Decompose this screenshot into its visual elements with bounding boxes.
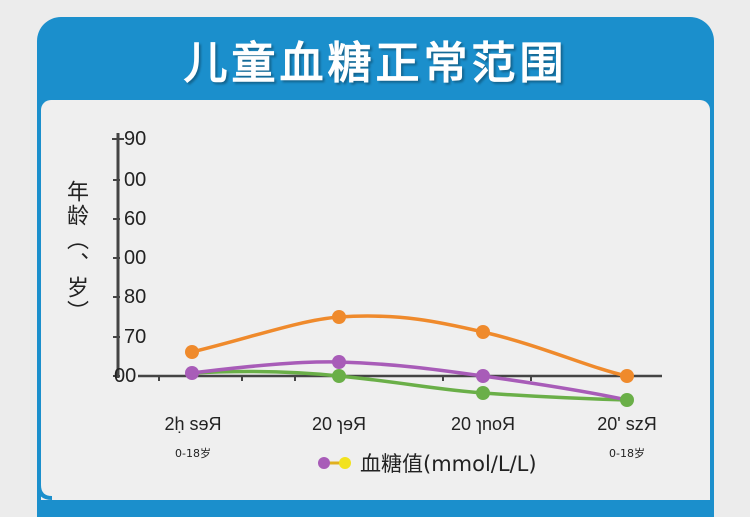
page-title: 儿童血糖正常范围 xyxy=(183,37,568,89)
x-tick-label: 20 ɿɘЯ xyxy=(311,414,367,434)
y-tick-label: 90 xyxy=(124,128,147,150)
series-green-points xyxy=(332,369,634,407)
y-tick-label: 70 xyxy=(124,326,147,348)
series-orange-points xyxy=(185,310,634,383)
series-purple-points xyxy=(185,355,490,383)
x-axis-ticks xyxy=(158,376,532,381)
y-tick-label: 00 xyxy=(114,365,137,387)
chart-legend: 血糖值(mmol/L/L) xyxy=(316,448,537,478)
x-tick-label: 20 ɿnoЯ xyxy=(450,414,516,434)
y-axis-label: 年龄（、岁） xyxy=(63,180,88,324)
y-axis-ticks xyxy=(112,138,124,377)
series-green-line xyxy=(191,369,628,402)
legend-marker-icon xyxy=(318,457,351,469)
y-tick-label: 80 xyxy=(124,286,147,308)
x-tick-label: 2ḥ sɘЯ xyxy=(164,414,222,434)
y-tick-label: 60 xyxy=(124,208,147,230)
frame-left-border xyxy=(37,100,53,500)
x-tick-sublabel: 0-18岁 xyxy=(175,447,211,460)
series-orange-line xyxy=(191,314,628,378)
chart-panel xyxy=(41,100,710,500)
series-purple-line xyxy=(191,360,628,402)
y-tick-label: 00 xyxy=(124,247,147,269)
y-tick-label: 00 xyxy=(124,169,147,191)
x-tick-sublabel: 0-18岁 xyxy=(609,447,645,460)
legend-label: 血糖值(mmol/L/L) xyxy=(360,452,537,476)
line-chart xyxy=(37,100,662,500)
x-tick-label: 20' szЯ xyxy=(597,414,657,434)
